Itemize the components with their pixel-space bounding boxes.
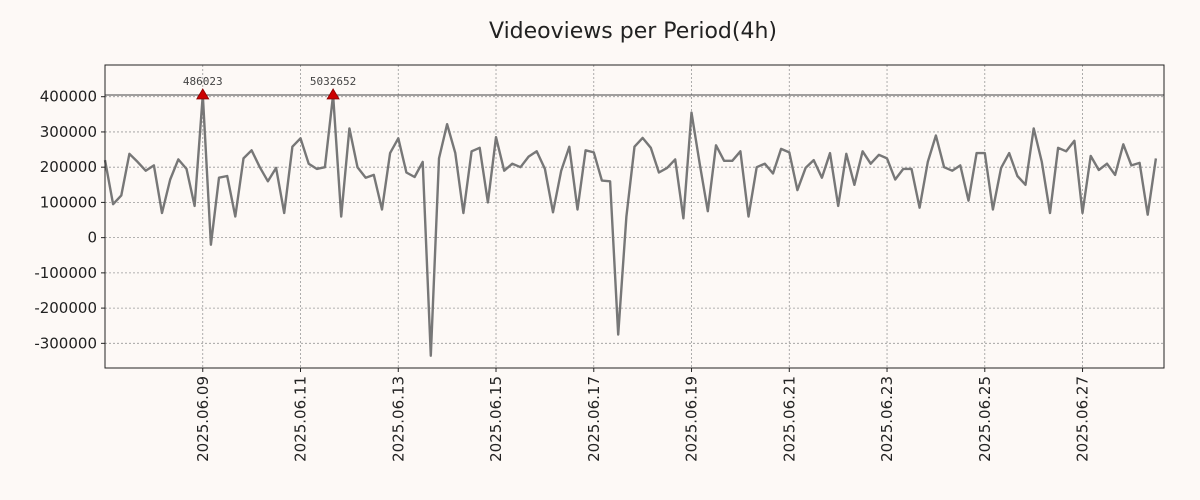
chart-title: Videoviews per Period(4h) bbox=[489, 19, 777, 44]
plot-area bbox=[105, 65, 1164, 368]
peak-annotations: 486023 5032652 bbox=[183, 75, 356, 100]
x-tick-label: 2025.06.25 bbox=[976, 376, 994, 462]
y-tick-label: 400000 bbox=[40, 88, 97, 106]
grid-lines bbox=[105, 65, 1164, 368]
x-tick-label: 2025.06.23 bbox=[878, 376, 896, 462]
peak-marker-icon bbox=[326, 88, 340, 100]
x-axis-ticks: 2025.06.09 2025.06.11 2025.06.13 2025.06.15… bbox=[194, 368, 1092, 462]
y-tick-label: -200000 bbox=[34, 299, 97, 317]
x-tick-label: 2025.06.19 bbox=[683, 376, 701, 462]
y-axis-ticks: -300000 -200000 -100000 0 100000 200000 300000… bbox=[34, 88, 105, 352]
x-tick-label: 2025.06.17 bbox=[585, 376, 603, 462]
y-tick-label: 100000 bbox=[40, 193, 97, 211]
plot-frame bbox=[104, 64, 1165, 369]
x-tick-label: 2025.06.13 bbox=[389, 376, 407, 462]
y-tick-label: 300000 bbox=[40, 123, 97, 141]
x-tick-label: 2025.06.15 bbox=[487, 376, 505, 462]
y-tick-label: 200000 bbox=[40, 158, 97, 176]
x-tick-label: 2025.06.27 bbox=[1074, 376, 1092, 462]
y-tick-label: -300000 bbox=[34, 334, 97, 352]
y-tick-label: -100000 bbox=[34, 264, 97, 282]
x-tick-label: 2025.06.09 bbox=[194, 376, 212, 462]
series-line bbox=[103, 93, 1158, 357]
x-tick-label: 2025.06.11 bbox=[292, 376, 310, 462]
x-tick-label: 2025.06.21 bbox=[780, 376, 798, 462]
peak-marker-icon bbox=[196, 88, 210, 100]
peak-label: 486023 bbox=[183, 75, 223, 88]
y-tick-label: 0 bbox=[87, 229, 97, 247]
peak-label: 5032652 bbox=[310, 75, 356, 88]
series-layer bbox=[103, 93, 1158, 357]
